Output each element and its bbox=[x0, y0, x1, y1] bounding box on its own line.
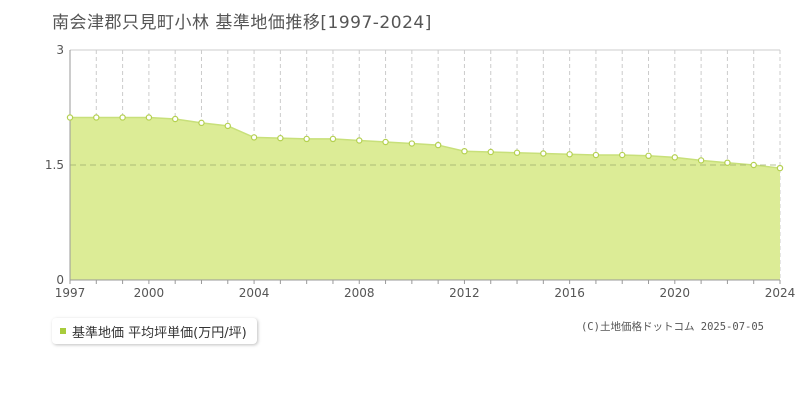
legend: 基準地価 平均坪単価(万円/坪) bbox=[52, 318, 257, 344]
data-point bbox=[66, 114, 74, 121]
area-layer bbox=[70, 116, 781, 280]
y-tick-label: 3 bbox=[56, 43, 64, 57]
data-point bbox=[724, 159, 731, 166]
legend-swatch bbox=[60, 328, 66, 334]
data-point bbox=[540, 150, 547, 157]
series-line bbox=[70, 116, 781, 169]
x-tick-label: 1997 bbox=[55, 286, 86, 300]
axis-layer bbox=[69, 50, 781, 284]
data-point bbox=[619, 151, 626, 159]
x-tick-label: 2004 bbox=[239, 286, 270, 300]
data-point bbox=[645, 152, 652, 159]
y-tick-label: 0 bbox=[56, 273, 64, 287]
data-point bbox=[408, 140, 416, 147]
marker-layer bbox=[66, 114, 784, 172]
legend-label: 基準地価 平均坪単価(万円/坪) bbox=[72, 325, 247, 341]
data-point bbox=[434, 141, 442, 149]
data-point bbox=[303, 135, 310, 143]
data-point bbox=[566, 151, 573, 158]
data-point bbox=[671, 154, 679, 161]
data-point bbox=[487, 148, 494, 156]
data-point bbox=[224, 122, 231, 130]
data-point bbox=[750, 161, 757, 169]
data-point bbox=[145, 114, 153, 121]
data-point bbox=[93, 114, 100, 121]
data-point bbox=[198, 119, 205, 127]
data-point bbox=[250, 134, 258, 141]
chart-area: 0 1.5 3 1997 2000 2004 2008 2012 2016 2020 2024 bbox=[45, 43, 795, 300]
x-tick-label: 2008 bbox=[344, 286, 375, 300]
y-tick-label: 1.5 bbox=[45, 158, 64, 172]
data-point bbox=[119, 114, 126, 121]
credit-text: (C)土地価格ドットコム 2025-07-05 bbox=[580, 321, 764, 333]
x-tick-label: 2024 bbox=[765, 286, 796, 300]
data-point bbox=[356, 137, 363, 144]
label-layer: 0 1.5 3 1997 2000 2004 2008 2012 2016 2020 2024 bbox=[45, 43, 795, 300]
x-tick-label: 2000 bbox=[134, 286, 165, 300]
x-tick-label: 2020 bbox=[660, 286, 691, 300]
series-area bbox=[70, 117, 780, 280]
x-tick-label: 2016 bbox=[554, 286, 585, 300]
data-point bbox=[461, 147, 468, 155]
data-point bbox=[513, 149, 521, 156]
data-point bbox=[776, 164, 784, 172]
data-point bbox=[277, 134, 284, 142]
data-point bbox=[697, 157, 705, 164]
data-point bbox=[329, 135, 337, 143]
data-point bbox=[382, 138, 389, 146]
data-point bbox=[171, 115, 179, 123]
x-tick-label: 2012 bbox=[449, 286, 480, 300]
data-point bbox=[592, 151, 600, 159]
chart-title: 南会津郡只見町小林 基準地価推移[1997-2024] bbox=[52, 13, 432, 33]
